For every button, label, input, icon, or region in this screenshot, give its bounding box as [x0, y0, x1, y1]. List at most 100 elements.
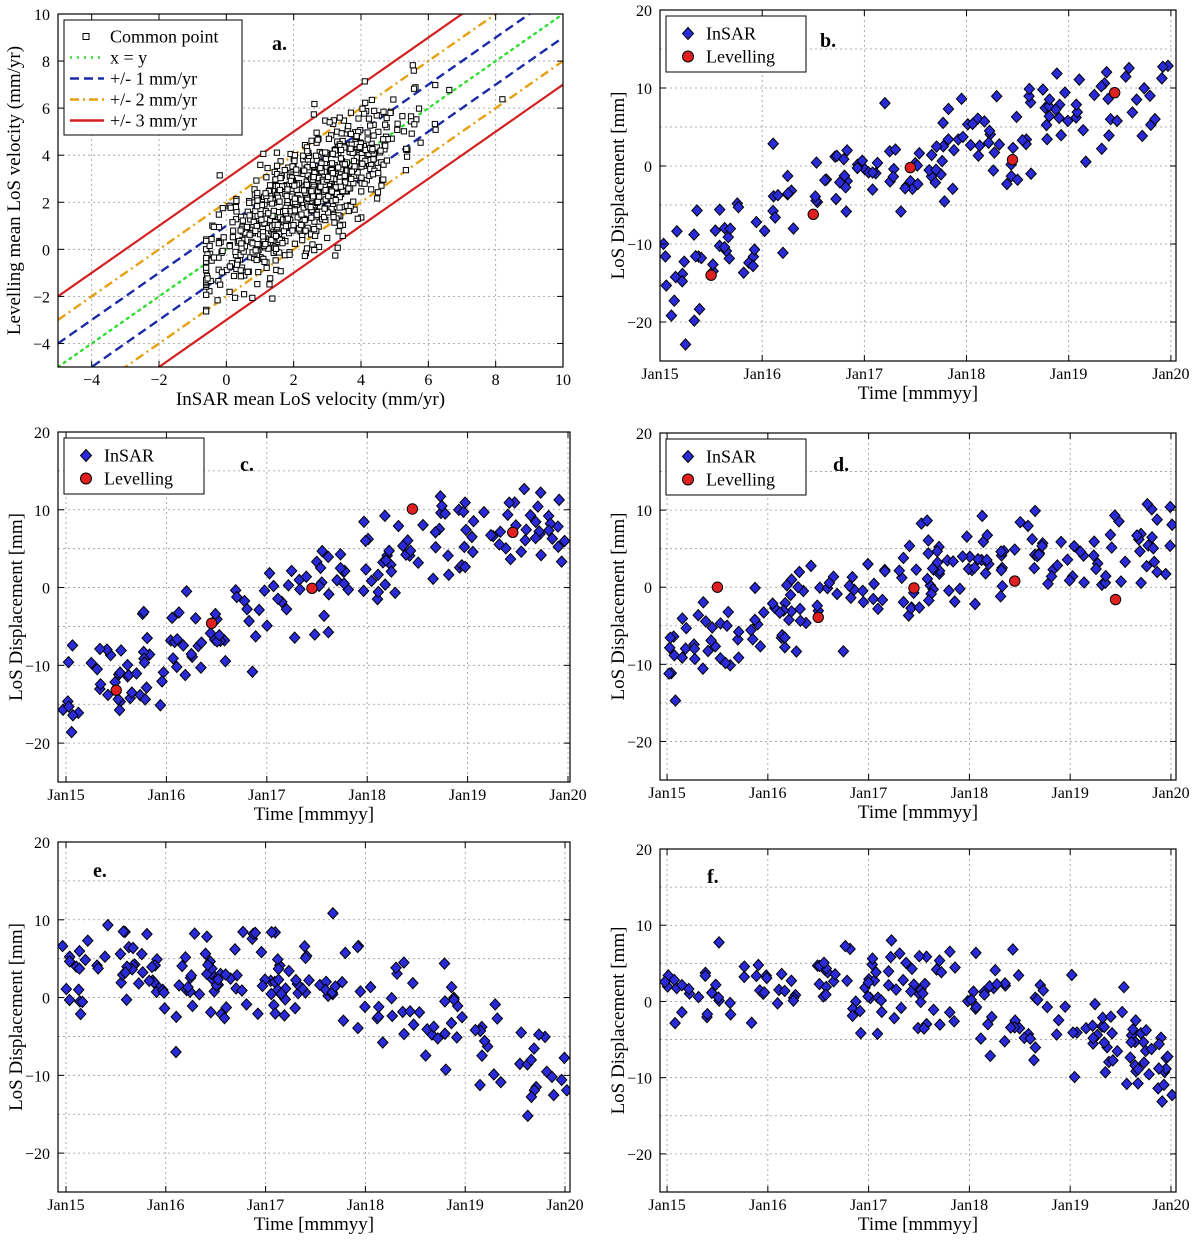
common-point-marker — [232, 248, 239, 256]
common-point-marker — [303, 181, 310, 188]
common-point-marker — [220, 234, 227, 241]
insar-marker — [494, 525, 507, 539]
insar-marker — [838, 169, 851, 183]
panel-c: Jan15 Jan16 Jan17 Jan18 Jan19 Jan20 −20 −10 0 10 2… — [6, 425, 587, 825]
insar-marker — [809, 190, 822, 203]
panel-e: Jan15 Jan16 Jan17 Jan18 Jan19 Jan20 −20 −10 0 10 2… — [6, 835, 584, 1235]
insar-marker — [1099, 576, 1112, 590]
y-tick-label: 20 — [34, 835, 50, 852]
insar-marker — [65, 725, 78, 739]
insar-marker — [705, 634, 717, 647]
common-point-marker — [330, 213, 337, 221]
insar-marker — [73, 944, 86, 958]
insar-marker — [879, 96, 891, 110]
x-tick-label: Jan18 — [951, 785, 988, 802]
insar-marker — [926, 562, 939, 575]
insar-marker — [213, 628, 226, 642]
common-point-marker — [272, 245, 280, 252]
insar-marker — [1008, 543, 1021, 556]
insar-marker — [439, 995, 451, 1008]
common-point-marker — [351, 163, 358, 170]
common-point-marker — [254, 189, 261, 197]
common-point-marker — [378, 182, 385, 189]
insar-marker — [458, 540, 471, 554]
insar-marker — [1144, 89, 1156, 103]
insar-marker — [882, 978, 895, 992]
insar-marker — [948, 143, 960, 157]
ref-line-minus1 — [89, 36, 563, 367]
insar-marker — [702, 644, 714, 658]
insar-marker — [119, 966, 132, 979]
insar-marker — [99, 950, 111, 964]
legend-label: Levelling — [104, 469, 173, 489]
insar-marker — [327, 906, 339, 920]
common-point-marker — [217, 281, 224, 288]
insar-marker — [94, 677, 107, 691]
y-tick-label: −4 — [33, 336, 50, 353]
common-point-marker — [291, 157, 298, 164]
x-tick-label: Jan16 — [147, 1197, 184, 1214]
insar-marker — [820, 988, 832, 1002]
insar-marker — [170, 660, 183, 674]
insar-marker — [101, 918, 114, 932]
common-point-marker — [237, 273, 244, 280]
common-point-marker — [208, 236, 215, 243]
insar-marker — [63, 955, 76, 968]
insar-marker — [58, 939, 69, 953]
levelling-marker — [705, 269, 717, 281]
insar-marker — [675, 1005, 688, 1019]
common-point-marker — [341, 161, 348, 168]
x-tick-label: 2 — [290, 372, 298, 389]
insar-marker — [862, 557, 874, 571]
common-point-marker — [265, 210, 272, 217]
insar-marker — [875, 1005, 888, 1019]
common-point-marker — [350, 157, 358, 165]
insar-marker — [365, 574, 378, 588]
insar-marker — [130, 667, 143, 680]
insar-marker — [732, 200, 745, 214]
common-point-marker — [291, 195, 298, 202]
insar-marker — [890, 983, 902, 996]
common-point-marker — [231, 294, 239, 301]
insar-marker — [671, 224, 683, 238]
insar-marker — [819, 173, 831, 187]
insar-marker — [1090, 562, 1102, 576]
insar-marker — [719, 656, 732, 670]
ticks — [660, 848, 1176, 1192]
insar-marker — [669, 694, 682, 707]
insar-marker — [272, 592, 284, 606]
insar-marker — [724, 1008, 737, 1021]
insar-marker — [1151, 513, 1164, 526]
insar-marker — [927, 1003, 940, 1017]
common-point-marker — [390, 96, 397, 103]
insar-marker — [137, 605, 150, 619]
common-point-marker — [218, 269, 226, 276]
insar-marker — [529, 515, 542, 529]
common-point-marker — [325, 193, 332, 200]
insar-marker — [916, 987, 929, 1000]
common-point-marker — [276, 198, 283, 205]
common-point-marker — [272, 176, 279, 183]
common-point-marker — [359, 105, 366, 112]
insar-marker — [999, 977, 1011, 990]
common-point-marker — [415, 105, 423, 112]
common-point-marker — [337, 183, 344, 190]
insar-marker — [1043, 93, 1056, 106]
series-levelling — [711, 575, 1122, 623]
y-tick-label: 10 — [636, 918, 652, 935]
common-point-marker — [326, 119, 333, 126]
insar-marker — [680, 621, 693, 635]
insar-marker — [866, 166, 879, 179]
insar-marker — [856, 584, 869, 598]
insar-marker — [757, 606, 770, 619]
insar-marker — [906, 962, 918, 976]
insar-marker — [62, 655, 75, 669]
insar-marker — [487, 1068, 500, 1081]
plot-area — [58, 482, 570, 739]
insar-marker — [913, 601, 926, 614]
common-point-marker — [237, 227, 244, 234]
insar-marker — [913, 949, 926, 963]
insar-marker — [871, 1027, 884, 1041]
common-point-marker — [321, 205, 328, 212]
series-insar — [663, 497, 1176, 707]
